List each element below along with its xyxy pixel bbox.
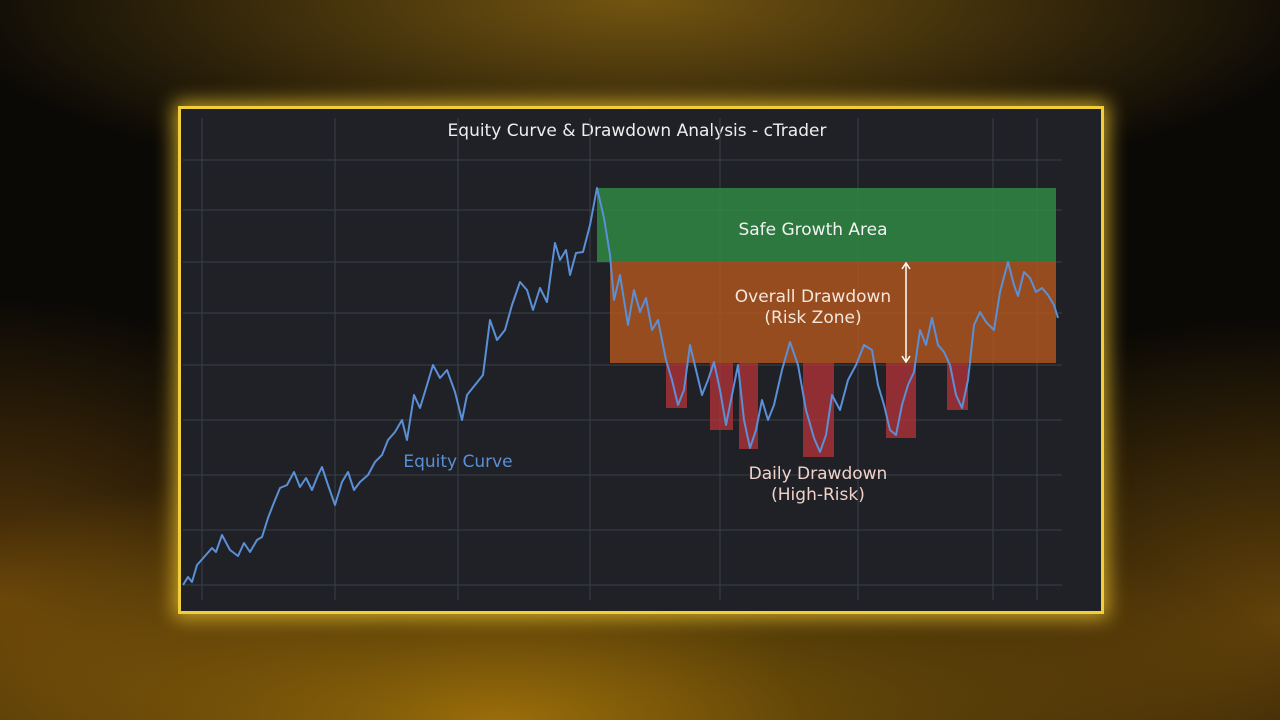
arrow-head — [901, 355, 911, 364]
daily-drawdown-bar — [739, 363, 758, 449]
daily-drawdown-bar — [886, 363, 916, 438]
chart-title: Equity Curve & Drawdown Analysis - cTrad… — [448, 121, 827, 141]
series-label: Equity Curve — [403, 452, 512, 472]
arrow-head — [901, 261, 911, 270]
safe-zone — [597, 188, 1056, 262]
risk-zone-label: Overall Drawdown — [735, 287, 891, 307]
risk-zone-label: (Risk Zone) — [764, 308, 861, 328]
equity-line — [182, 187, 1059, 586]
safe-zone-label: Safe Growth Area — [738, 220, 887, 240]
daily-drawdown-label: (High-Risk) — [771, 485, 865, 505]
risk-zone — [610, 262, 1056, 363]
daily-drawdown-label: Daily Drawdown — [749, 464, 888, 484]
